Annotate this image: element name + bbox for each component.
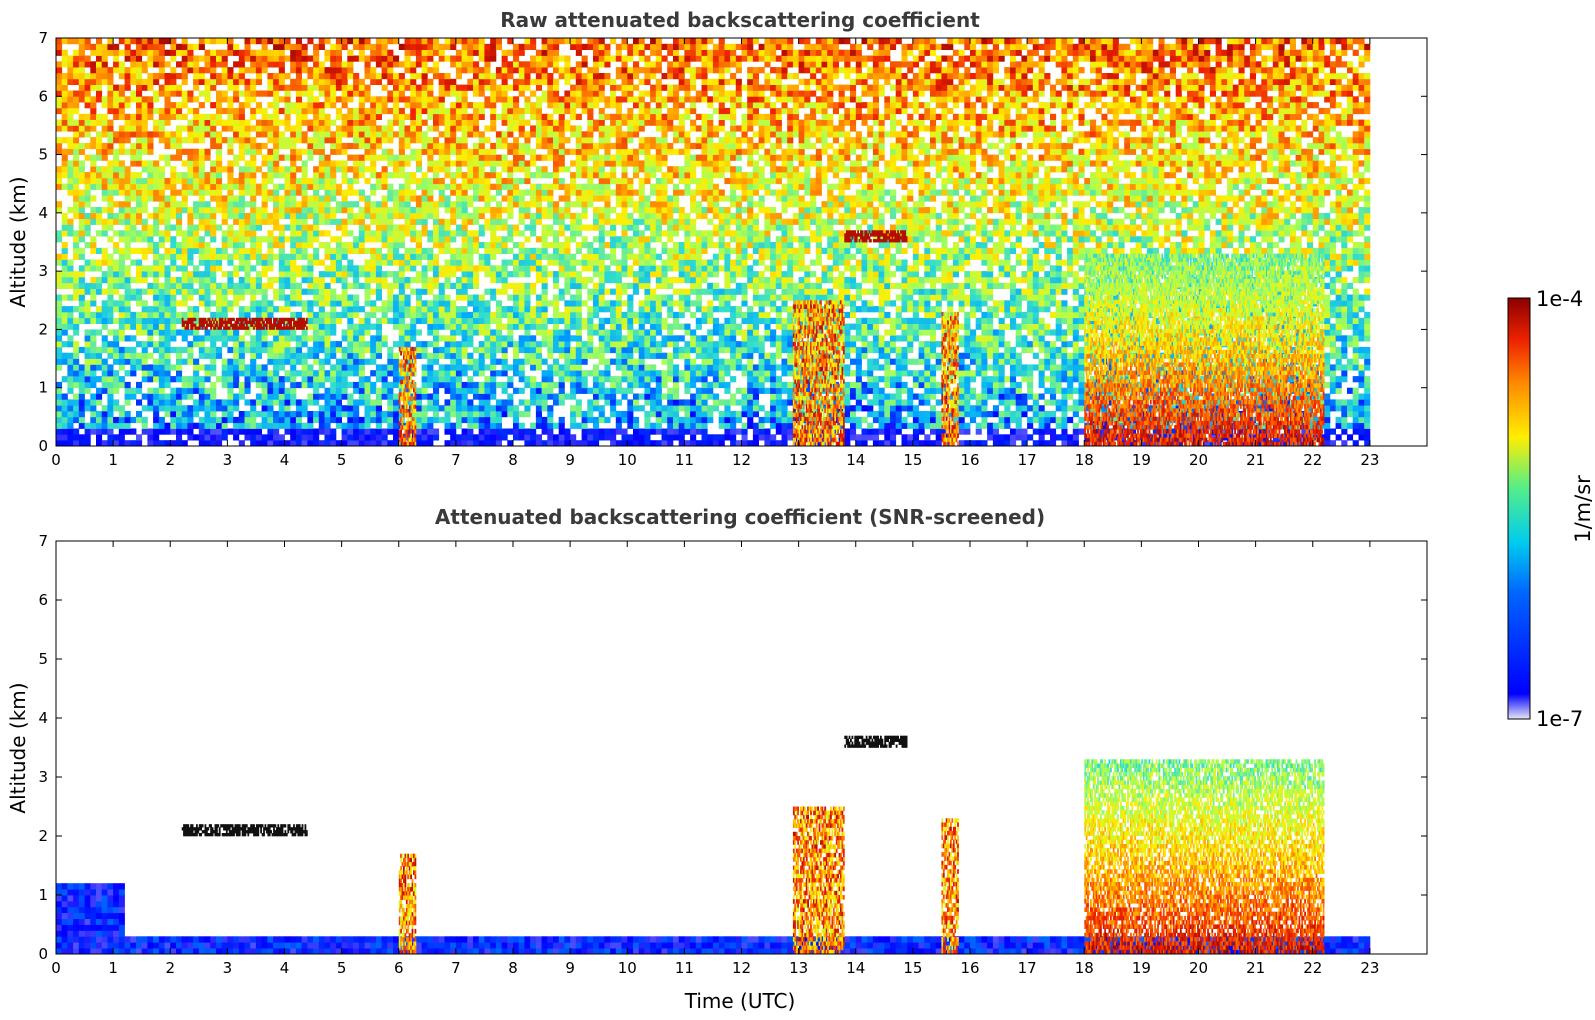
raw-x-tick-label: 11 [675,451,694,469]
raw-y-axis-label: Altitude (km) [6,176,30,307]
raw-x-tick-label: 15 [903,451,922,469]
screened-y-tick-label: 7 [38,532,48,550]
screened-x-tick-label: 2 [165,959,175,977]
raw-backscatter-heatmap [56,38,1371,447]
raw-y-tick-label: 6 [38,87,48,105]
screened-x-tick-label: 12 [732,959,751,977]
screened-x-tick-label: 19 [1132,959,1151,977]
raw-y-tick-label: 7 [38,29,48,47]
screened-y-tick-label: 3 [38,768,48,786]
raw-x-tick-label: 3 [223,451,233,469]
raw-x-tick-label: 12 [732,451,751,469]
screened-y-tick-label: 4 [38,709,48,727]
raw-panel: Raw attenuated backscattering coefficien… [6,8,1428,469]
screened-y-tick-label: 6 [38,591,48,609]
raw-x-tick-label: 14 [846,451,865,469]
screened-y-tick-label: 1 [38,886,48,904]
screened-x-tick-label: 13 [789,959,808,977]
colorbar-min-label: 1e-7 [1536,707,1583,731]
screened-x-tick-label: 4 [280,959,290,977]
screened-x-tick-label: 23 [1360,959,1379,977]
colorbar-gradient [1507,297,1531,720]
raw-x-tick-label: 17 [1018,451,1037,469]
raw-x-tick-label: 1 [108,451,118,469]
raw-y-tick-label: 2 [38,320,48,338]
screened-panel-title: Attenuated backscattering coefficient (S… [435,505,1045,529]
raw-x-tick-label: 2 [165,451,175,469]
raw-y-tick-label: 0 [38,437,48,455]
screened-axes: 0 1 2 3 4 5 6 7 8 9 10 11 12 13 14 15 16 17 18 19 20 21 22 2301… [38,532,1427,977]
raw-x-tick-label: 0 [51,451,61,469]
screened-x-tick-label: 21 [1246,959,1265,977]
screened-x-tick-label: 16 [960,959,979,977]
x-axis-label: Time (UTC) [684,989,796,1013]
screened-x-tick-label: 18 [1075,959,1094,977]
raw-x-tick-label: 13 [789,451,808,469]
screened-x-tick-label: 7 [451,959,461,977]
screened-x-tick-label: 15 [903,959,922,977]
screened-x-tick-label: 3 [223,959,233,977]
screened-x-tick-label: 5 [337,959,347,977]
screened-x-tick-label: 0 [51,959,61,977]
raw-y-tick-label: 1 [38,379,48,397]
raw-x-tick-label: 6 [394,451,404,469]
raw-panel-title: Raw attenuated backscattering coefficien… [500,8,980,32]
screened-panel: Attenuated backscattering coefficient (S… [6,505,1428,1013]
screened-y-axis-label: Altitude (km) [6,682,30,813]
screened-x-tick-label: 14 [846,959,865,977]
colorbar-max-label: 1e-4 [1536,287,1583,311]
screened-x-tick-label: 6 [394,959,404,977]
raw-x-tick-label: 20 [1189,451,1208,469]
screened-x-tick-label: 1 [108,959,118,977]
raw-x-tick-label: 22 [1303,451,1322,469]
raw-x-tick-label: 23 [1360,451,1379,469]
raw-x-tick-label: 8 [508,451,518,469]
screened-x-tick-label: 17 [1018,959,1037,977]
raw-x-tick-label: 7 [451,451,461,469]
screened-backscatter-heatmap [56,735,1371,955]
colorbar: 1e-4 1e-7 1/m/sr [1507,287,1595,731]
screened-x-tick-label: 10 [618,959,637,977]
screened-x-tick-label: 22 [1303,959,1322,977]
raw-y-tick-label: 3 [38,262,48,280]
raw-x-tick-label: 10 [618,451,637,469]
screened-y-tick-label: 0 [38,945,48,963]
raw-x-tick-label: 19 [1132,451,1151,469]
raw-y-tick-label: 4 [38,204,48,222]
raw-x-tick-label: 4 [280,451,290,469]
screened-y-tick-label: 2 [38,827,48,845]
screened-x-tick-label: 9 [565,959,575,977]
raw-x-tick-label: 18 [1075,451,1094,469]
raw-x-tick-label: 5 [337,451,347,469]
raw-x-tick-label: 16 [960,451,979,469]
screened-x-tick-label: 11 [675,959,694,977]
raw-y-tick-label: 5 [38,146,48,164]
screened-x-tick-label: 8 [508,959,518,977]
colorbar-unit-label: 1/m/sr [1571,475,1595,543]
screened-x-tick-label: 20 [1189,959,1208,977]
raw-x-tick-label: 9 [565,451,575,469]
screened-y-tick-label: 5 [38,650,48,668]
raw-x-tick-label: 21 [1246,451,1265,469]
raw-axes: 0 1 2 3 4 5 6 7 8 9 10 11 12 13 14 15 16 17 18 19 20 21 22 2301… [38,29,1427,469]
